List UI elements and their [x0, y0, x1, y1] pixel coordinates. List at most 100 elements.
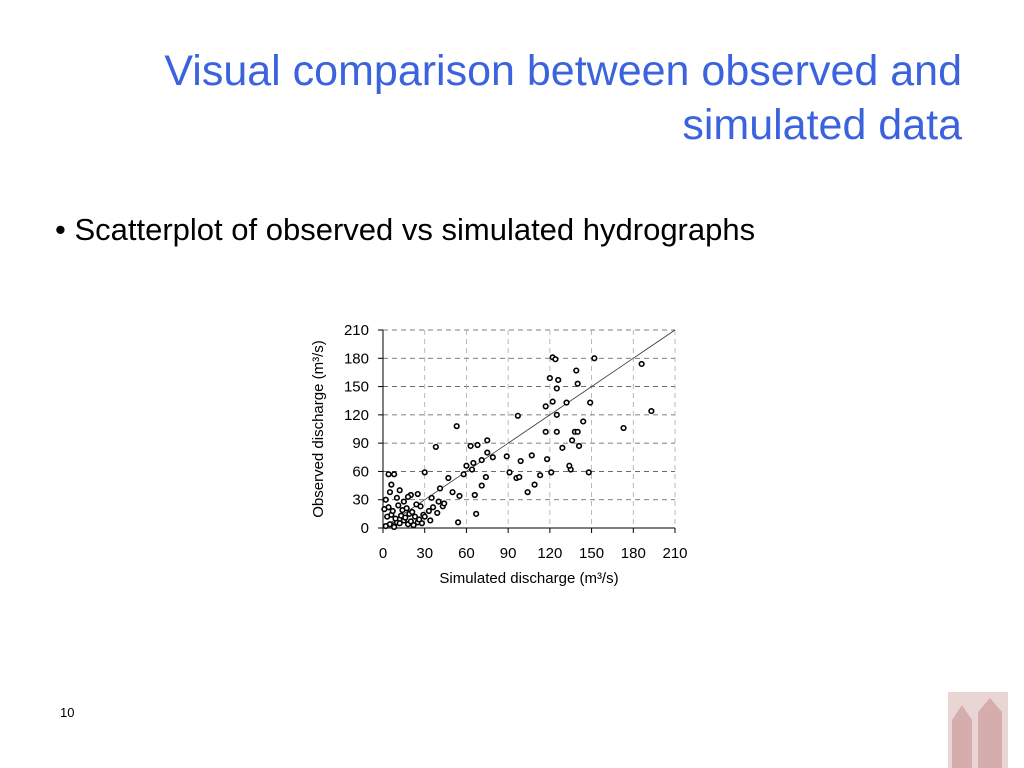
x-tick-label: 30	[416, 545, 433, 562]
point	[392, 515, 399, 522]
point	[454, 519, 462, 526]
x-tick-label: 0	[379, 545, 387, 562]
point	[506, 469, 513, 476]
y-tick-label: 120	[344, 407, 369, 424]
point	[396, 520, 403, 527]
point	[478, 457, 485, 464]
point	[591, 355, 598, 362]
point	[648, 407, 655, 415]
point	[409, 508, 416, 516]
point	[385, 471, 392, 478]
title-line: Visual comparison between observed and	[164, 47, 962, 95]
point	[542, 428, 549, 435]
point	[389, 507, 396, 515]
point	[400, 498, 407, 505]
point	[434, 509, 441, 517]
point	[484, 449, 491, 456]
point	[638, 360, 645, 368]
point	[416, 516, 423, 523]
x-tick-label: 210	[662, 545, 687, 562]
point	[566, 462, 573, 469]
point	[393, 494, 401, 501]
point	[524, 489, 531, 496]
point	[456, 492, 463, 500]
point	[573, 367, 580, 374]
point	[445, 474, 452, 482]
point	[427, 517, 434, 524]
point	[546, 374, 553, 382]
point	[402, 514, 409, 521]
point	[460, 471, 467, 478]
point	[473, 510, 480, 517]
point	[471, 491, 478, 499]
logo	[948, 692, 1008, 768]
point	[395, 502, 402, 509]
point	[555, 376, 562, 384]
point	[580, 418, 587, 425]
point	[531, 481, 538, 488]
point	[484, 437, 491, 444]
y-tick-label: 180	[344, 350, 369, 367]
point	[385, 504, 392, 511]
point	[403, 505, 410, 512]
point	[429, 504, 437, 511]
point	[585, 469, 592, 476]
point	[414, 490, 421, 498]
y-tick-label: 150	[344, 379, 369, 396]
point	[388, 481, 395, 488]
point	[543, 456, 551, 463]
point	[553, 385, 560, 392]
x-tick-label: 60	[458, 545, 475, 562]
point	[421, 469, 428, 476]
point	[468, 466, 476, 473]
point	[421, 513, 428, 520]
x-tick-label: 150	[579, 545, 604, 562]
point	[449, 489, 456, 496]
point	[425, 507, 432, 515]
y-axis-label: Observed discharge (m³/s)	[310, 340, 327, 518]
point	[382, 496, 389, 503]
point	[549, 398, 556, 405]
point	[574, 380, 581, 387]
y-tick-label: 60	[352, 463, 369, 480]
point	[411, 513, 419, 520]
point	[391, 523, 398, 531]
point	[559, 444, 566, 451]
point	[569, 437, 576, 444]
bullet-text: Scatterplot of observed vs simulated hyd…	[74, 212, 756, 247]
point	[516, 473, 523, 481]
point	[428, 494, 435, 501]
page-number: 10	[60, 705, 75, 720]
point	[553, 428, 560, 435]
point	[404, 493, 412, 500]
point	[517, 457, 524, 465]
point	[470, 459, 477, 467]
y-tick-label: 0	[361, 520, 369, 537]
point	[553, 411, 560, 418]
point	[528, 452, 535, 459]
point	[432, 443, 439, 451]
point	[489, 454, 496, 461]
title-line: simulated data	[682, 101, 962, 149]
point	[453, 423, 460, 430]
point	[574, 428, 581, 435]
point	[417, 503, 424, 510]
point	[386, 489, 394, 496]
bullet: • Scatterplot of observed vs simulated h…	[55, 212, 756, 247]
point	[552, 356, 559, 363]
point	[563, 399, 570, 406]
x-tick-label: 120	[537, 545, 562, 562]
slide-title: Visual comparison between observed and s…	[164, 44, 962, 152]
point	[620, 424, 627, 432]
point	[537, 472, 544, 479]
point	[463, 462, 470, 469]
point	[548, 469, 555, 476]
point	[503, 453, 510, 460]
identity-line	[382, 329, 676, 529]
y-tick-label: 90	[352, 435, 369, 452]
point	[396, 487, 403, 494]
point	[391, 471, 398, 478]
point	[435, 498, 442, 505]
